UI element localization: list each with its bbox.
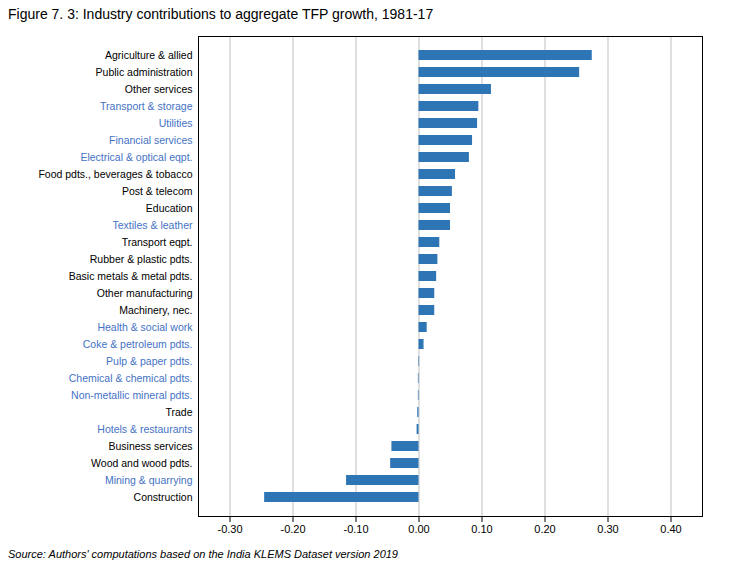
- svg-text:0.20: 0.20: [534, 523, 555, 535]
- svg-text:Financial services: Financial services: [109, 134, 192, 146]
- svg-text:Utilities: Utilities: [159, 117, 193, 129]
- svg-text:Pulp & paper pdts.: Pulp & paper pdts.: [106, 355, 192, 367]
- svg-text:Basic metals & metal pdts.: Basic metals & metal pdts.: [69, 270, 193, 282]
- svg-text:Construction: Construction: [134, 491, 193, 503]
- svg-text:Public administration: Public administration: [96, 66, 193, 78]
- svg-text:Mining & quarrying: Mining & quarrying: [105, 474, 193, 486]
- svg-text:Textiles & leather: Textiles & leather: [113, 219, 193, 231]
- svg-text:Rubber & plastic pdts.: Rubber & plastic pdts.: [90, 253, 193, 265]
- svg-text:Transport eqpt.: Transport eqpt.: [122, 236, 193, 248]
- svg-text:0.00: 0.00: [408, 523, 429, 535]
- svg-text:Hotels & restaurants: Hotels & restaurants: [97, 423, 192, 435]
- svg-text:-0.20: -0.20: [280, 523, 305, 535]
- svg-text:0.30: 0.30: [597, 523, 618, 535]
- svg-text:Food pdts., beverages & tobacc: Food pdts., beverages & tobacco: [38, 168, 192, 180]
- svg-text:Post & telecom: Post & telecom: [122, 185, 193, 197]
- svg-text:-0.10: -0.10: [343, 523, 368, 535]
- svg-text:Other manufacturing: Other manufacturing: [97, 287, 193, 299]
- svg-text:Wood and wood pdts.: Wood and wood pdts.: [91, 457, 192, 469]
- svg-text:Electrical & optical eqpt.: Electrical & optical eqpt.: [80, 151, 192, 163]
- svg-text:Machinery, nec.: Machinery, nec.: [119, 304, 192, 316]
- svg-text:Business services: Business services: [108, 440, 192, 452]
- svg-text:Education: Education: [146, 202, 193, 214]
- svg-text:Chemical & chemical pdts.: Chemical & chemical pdts.: [69, 372, 193, 384]
- svg-text:Trade: Trade: [165, 406, 192, 418]
- svg-text:0.10: 0.10: [471, 523, 492, 535]
- svg-text:Coke & petroleum pdts.: Coke & petroleum pdts.: [83, 338, 193, 350]
- svg-text:Non-metallic mineral pdts.: Non-metallic mineral pdts.: [71, 389, 192, 401]
- svg-text:Transport & storage: Transport & storage: [100, 100, 193, 112]
- svg-text:Health & social work: Health & social work: [97, 321, 193, 333]
- html-text:Source: Authors' computations: Source: Authors' computations based on t…: [8, 548, 398, 560]
- html-text:Figure 7. 3: Industry contribu: Figure 7. 3: Industry contributions to a…: [8, 6, 434, 22]
- svg-text:-0.30: -0.30: [217, 523, 242, 535]
- svg-text:Agriculture & allied: Agriculture & allied: [105, 49, 193, 61]
- svg-text:Other services: Other services: [125, 83, 193, 95]
- svg-text:0.40: 0.40: [660, 523, 681, 535]
